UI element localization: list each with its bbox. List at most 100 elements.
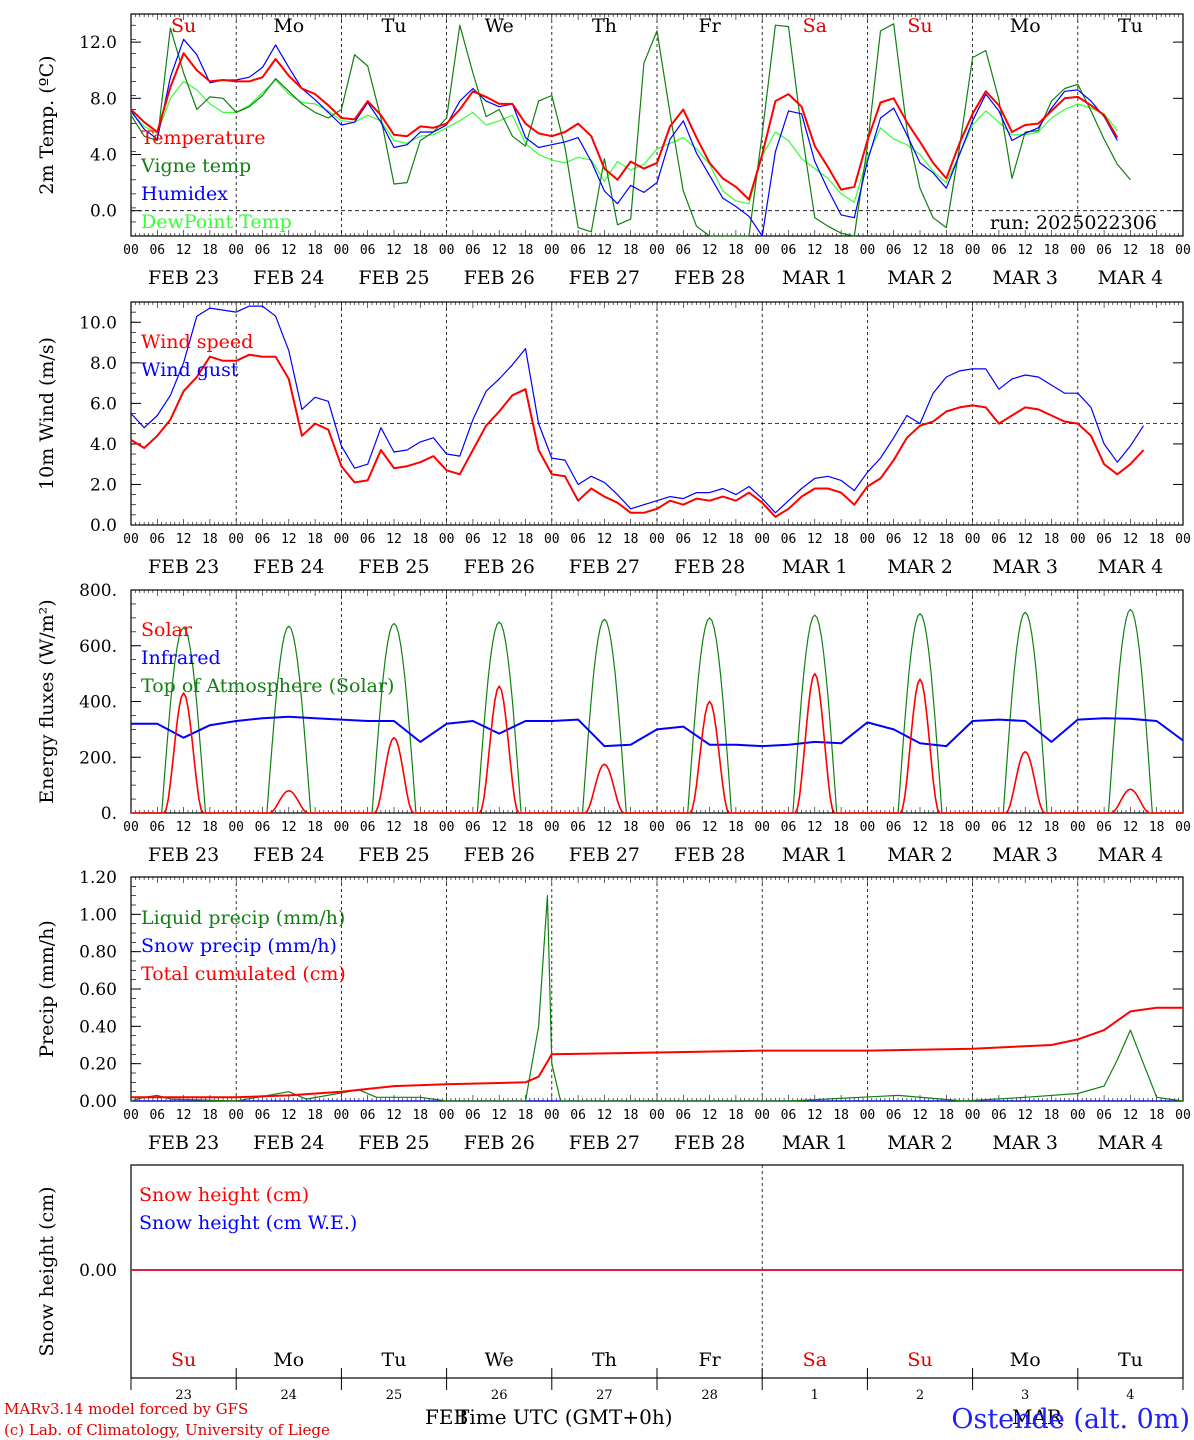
date-label: MAR 2 (887, 844, 953, 866)
date-label: FEB 28 (674, 844, 745, 866)
date-label: FEB 23 (148, 1132, 219, 1154)
weekday-label: Sa (803, 15, 827, 37)
series-wind-gust (130, 305, 1145, 514)
y-tick-label: 800. (79, 581, 117, 601)
date-label: FEB 25 (358, 1132, 429, 1154)
hour-tick-label: 12 (491, 820, 507, 835)
hour-tick-label: 06 (1096, 243, 1112, 258)
hour-tick-label: 06 (465, 820, 481, 835)
hour-tick-label: 12 (912, 532, 928, 547)
hour-tick-label: 06 (675, 532, 691, 547)
hour-tick-label: 00 (754, 820, 770, 835)
hour-tick-label: 18 (623, 1108, 639, 1123)
hour-tick-label: 06 (149, 1108, 165, 1123)
hour-tick-label: 18 (833, 820, 849, 835)
hour-tick-label: 18 (412, 243, 428, 258)
panel-frame (130, 301, 1184, 526)
y-tick-label: 0.40 (79, 1017, 117, 1037)
hour-tick-label: 12 (176, 243, 192, 258)
hour-tick-label: 12 (912, 243, 928, 258)
legend-entry: Solar (141, 619, 193, 641)
hour-tick-label: 06 (991, 532, 1007, 547)
hour-tick-label: 00 (965, 1108, 981, 1123)
hour-tick-label: 00 (754, 243, 770, 258)
legend-entry: DewPoint Temp (141, 211, 292, 233)
hour-tick-label: 18 (202, 532, 218, 547)
hour-tick-label: 18 (518, 532, 534, 547)
day-number: 23 (175, 1388, 192, 1403)
hour-tick-label: 00 (649, 532, 665, 547)
hour-tick-label: 12 (807, 820, 823, 835)
legend-entry: Total cumulated (cm) (141, 963, 346, 985)
hour-tick-label: 18 (728, 820, 744, 835)
hour-tick-label: 00 (439, 243, 455, 258)
hour-tick-label: 12 (702, 1108, 718, 1123)
hour-tick-label: 00 (1175, 1108, 1191, 1123)
hour-tick-label: 12 (1017, 820, 1033, 835)
y-tick-label: 400. (79, 693, 117, 713)
hour-tick-label: 06 (675, 820, 691, 835)
hour-tick-label: 00 (123, 243, 139, 258)
y-tick-label: 0.80 (79, 943, 117, 963)
weekday-label: Fr (698, 15, 721, 37)
weekday-label: Mo (273, 1349, 304, 1371)
hour-tick-label: 18 (623, 532, 639, 547)
date-label: MAR 3 (992, 267, 1058, 289)
date-label: FEB 24 (253, 556, 324, 578)
hour-tick-label: 06 (149, 243, 165, 258)
hour-tick-label: 18 (938, 820, 954, 835)
date-label: FEB 24 (253, 1132, 324, 1154)
weekday-label: Tu (382, 1349, 407, 1371)
hour-tick-label: 00 (544, 532, 560, 547)
hour-tick-label: 00 (860, 1108, 876, 1123)
weekday-label: Mo (1010, 15, 1041, 37)
hour-tick-label: 06 (991, 820, 1007, 835)
hour-tick-label: 18 (833, 243, 849, 258)
hour-tick-label: 18 (938, 243, 954, 258)
hour-tick-label: 06 (570, 243, 586, 258)
series-solar (131, 672, 1183, 814)
weekday-label: We (485, 1349, 514, 1371)
hour-tick-label: 18 (1149, 532, 1165, 547)
hour-tick-label: 18 (307, 1108, 323, 1123)
weekday-label: Sa (803, 1349, 827, 1371)
hour-tick-label: 00 (860, 532, 876, 547)
hour-tick-label: 06 (570, 1108, 586, 1123)
y-axis-label: Energy fluxes (W/m²) (36, 599, 58, 803)
legend-entry: Top of Atmosphere (Solar) (141, 675, 394, 697)
hour-tick-label: 06 (781, 243, 797, 258)
hour-tick-label: 12 (1123, 243, 1139, 258)
weekday-label: Su (907, 1349, 932, 1371)
hour-tick-label: 06 (255, 1108, 271, 1123)
series-wind-speed (130, 353, 1145, 518)
day-number: 25 (386, 1388, 403, 1403)
date-label: FEB 24 (253, 267, 324, 289)
hour-tick-label: 12 (1017, 243, 1033, 258)
hour-tick-label: 00 (123, 820, 139, 835)
hour-tick-label: 18 (412, 820, 428, 835)
hour-tick-label: 06 (886, 532, 902, 547)
hour-tick-label: 06 (886, 243, 902, 258)
hour-tick-label: 00 (439, 820, 455, 835)
hour-tick-label: 00 (544, 243, 560, 258)
y-tick-label: 0.00 (79, 1092, 117, 1112)
hour-tick-label: 12 (807, 243, 823, 258)
hour-tick-label: 12 (807, 1108, 823, 1123)
y-tick-label: 0.60 (79, 980, 117, 1000)
footer-lab: (c) Lab. of Climatology, University of L… (4, 1421, 330, 1439)
series-liquid-precip-mm-h- (130, 895, 1184, 1102)
hour-tick-label: 18 (1149, 1108, 1165, 1123)
hour-tick-label: 12 (386, 532, 402, 547)
y-tick-label: 0.0 (90, 516, 117, 536)
date-label: MAR 1 (782, 556, 848, 578)
series-humidex (130, 38, 1118, 237)
hour-tick-label: 06 (360, 532, 376, 547)
hour-tick-label: 06 (781, 532, 797, 547)
hour-tick-label: 06 (675, 1108, 691, 1123)
hour-tick-label: 18 (307, 532, 323, 547)
hour-tick-label: 06 (255, 243, 271, 258)
weekday-label: Su (171, 1349, 196, 1371)
panel-3: Energy fluxes (W/m²) 00 06 12 18 00 06 12 18 00 06… (36, 581, 1191, 866)
date-label: MAR 4 (1098, 844, 1164, 866)
